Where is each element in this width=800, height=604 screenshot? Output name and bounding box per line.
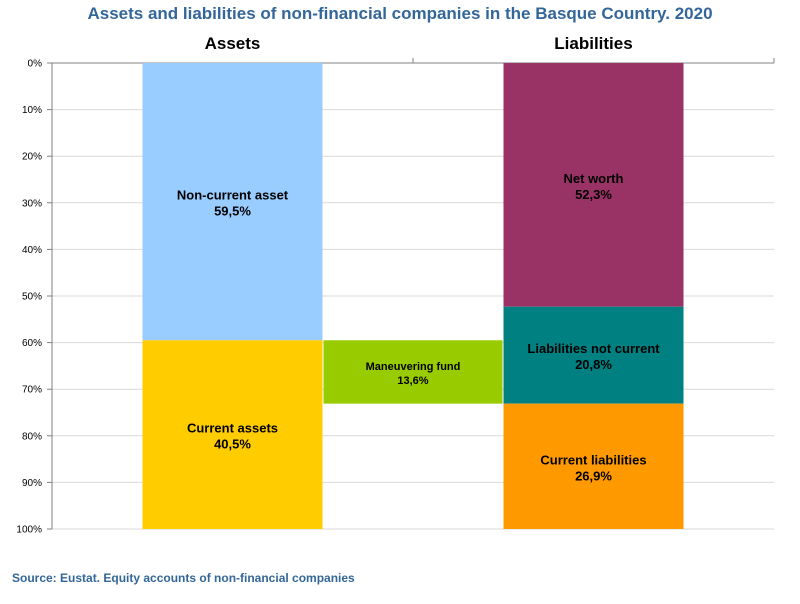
segment-value-current-liabilities: 26,9% bbox=[575, 468, 612, 483]
segment-value-non-current-asset: 59,5% bbox=[214, 204, 251, 219]
segment-label-net-worth: Net worth bbox=[564, 171, 624, 186]
segment-value-current-assets: 40,5% bbox=[214, 437, 251, 452]
y-tick-label: 40% bbox=[22, 245, 42, 256]
y-tick-label: 80% bbox=[22, 431, 42, 442]
segment-label-current-assets: Current assets bbox=[187, 421, 278, 436]
category-label-assets: Assets bbox=[205, 34, 261, 53]
annotation-label: Maneuvering fund bbox=[366, 361, 461, 373]
y-tick-label: 20% bbox=[22, 152, 42, 163]
y-tick-label: 90% bbox=[22, 478, 42, 489]
segment-label-non-current-asset: Non-current asset bbox=[177, 188, 289, 203]
annotation-value: 13,6% bbox=[397, 375, 428, 387]
chart-title: Assets and liabilities of non-financial … bbox=[87, 4, 713, 23]
source-note: Source: Eustat. Equity accounts of non-f… bbox=[12, 571, 355, 585]
y-tick-label: 0% bbox=[28, 59, 43, 70]
segment-value-liabilities-not-current: 20,8% bbox=[575, 357, 612, 372]
segment-label-liabilities-not-current: Liabilities not current bbox=[527, 341, 660, 356]
bar-segment-net-worth bbox=[503, 63, 684, 307]
bar-segment-current-liabilities bbox=[503, 403, 684, 529]
segment-label-current-liabilities: Current liabilities bbox=[540, 452, 646, 467]
bar-segment-non-current-asset bbox=[142, 63, 323, 341]
y-tick-label: 60% bbox=[22, 338, 42, 349]
y-tick-label: 30% bbox=[22, 198, 42, 209]
bar-segment-current-assets bbox=[142, 340, 323, 529]
y-tick-label: 10% bbox=[22, 105, 42, 116]
y-tick-label: 100% bbox=[16, 525, 42, 536]
y-tick-label: 50% bbox=[22, 292, 42, 303]
category-label-liabilities: Liabilities bbox=[554, 34, 632, 53]
y-tick-label: 70% bbox=[22, 385, 42, 396]
maneuvering-fund-box bbox=[323, 340, 503, 404]
segment-value-net-worth: 52,3% bbox=[575, 187, 612, 202]
bar-segment-liabilities-not-current bbox=[503, 306, 684, 404]
